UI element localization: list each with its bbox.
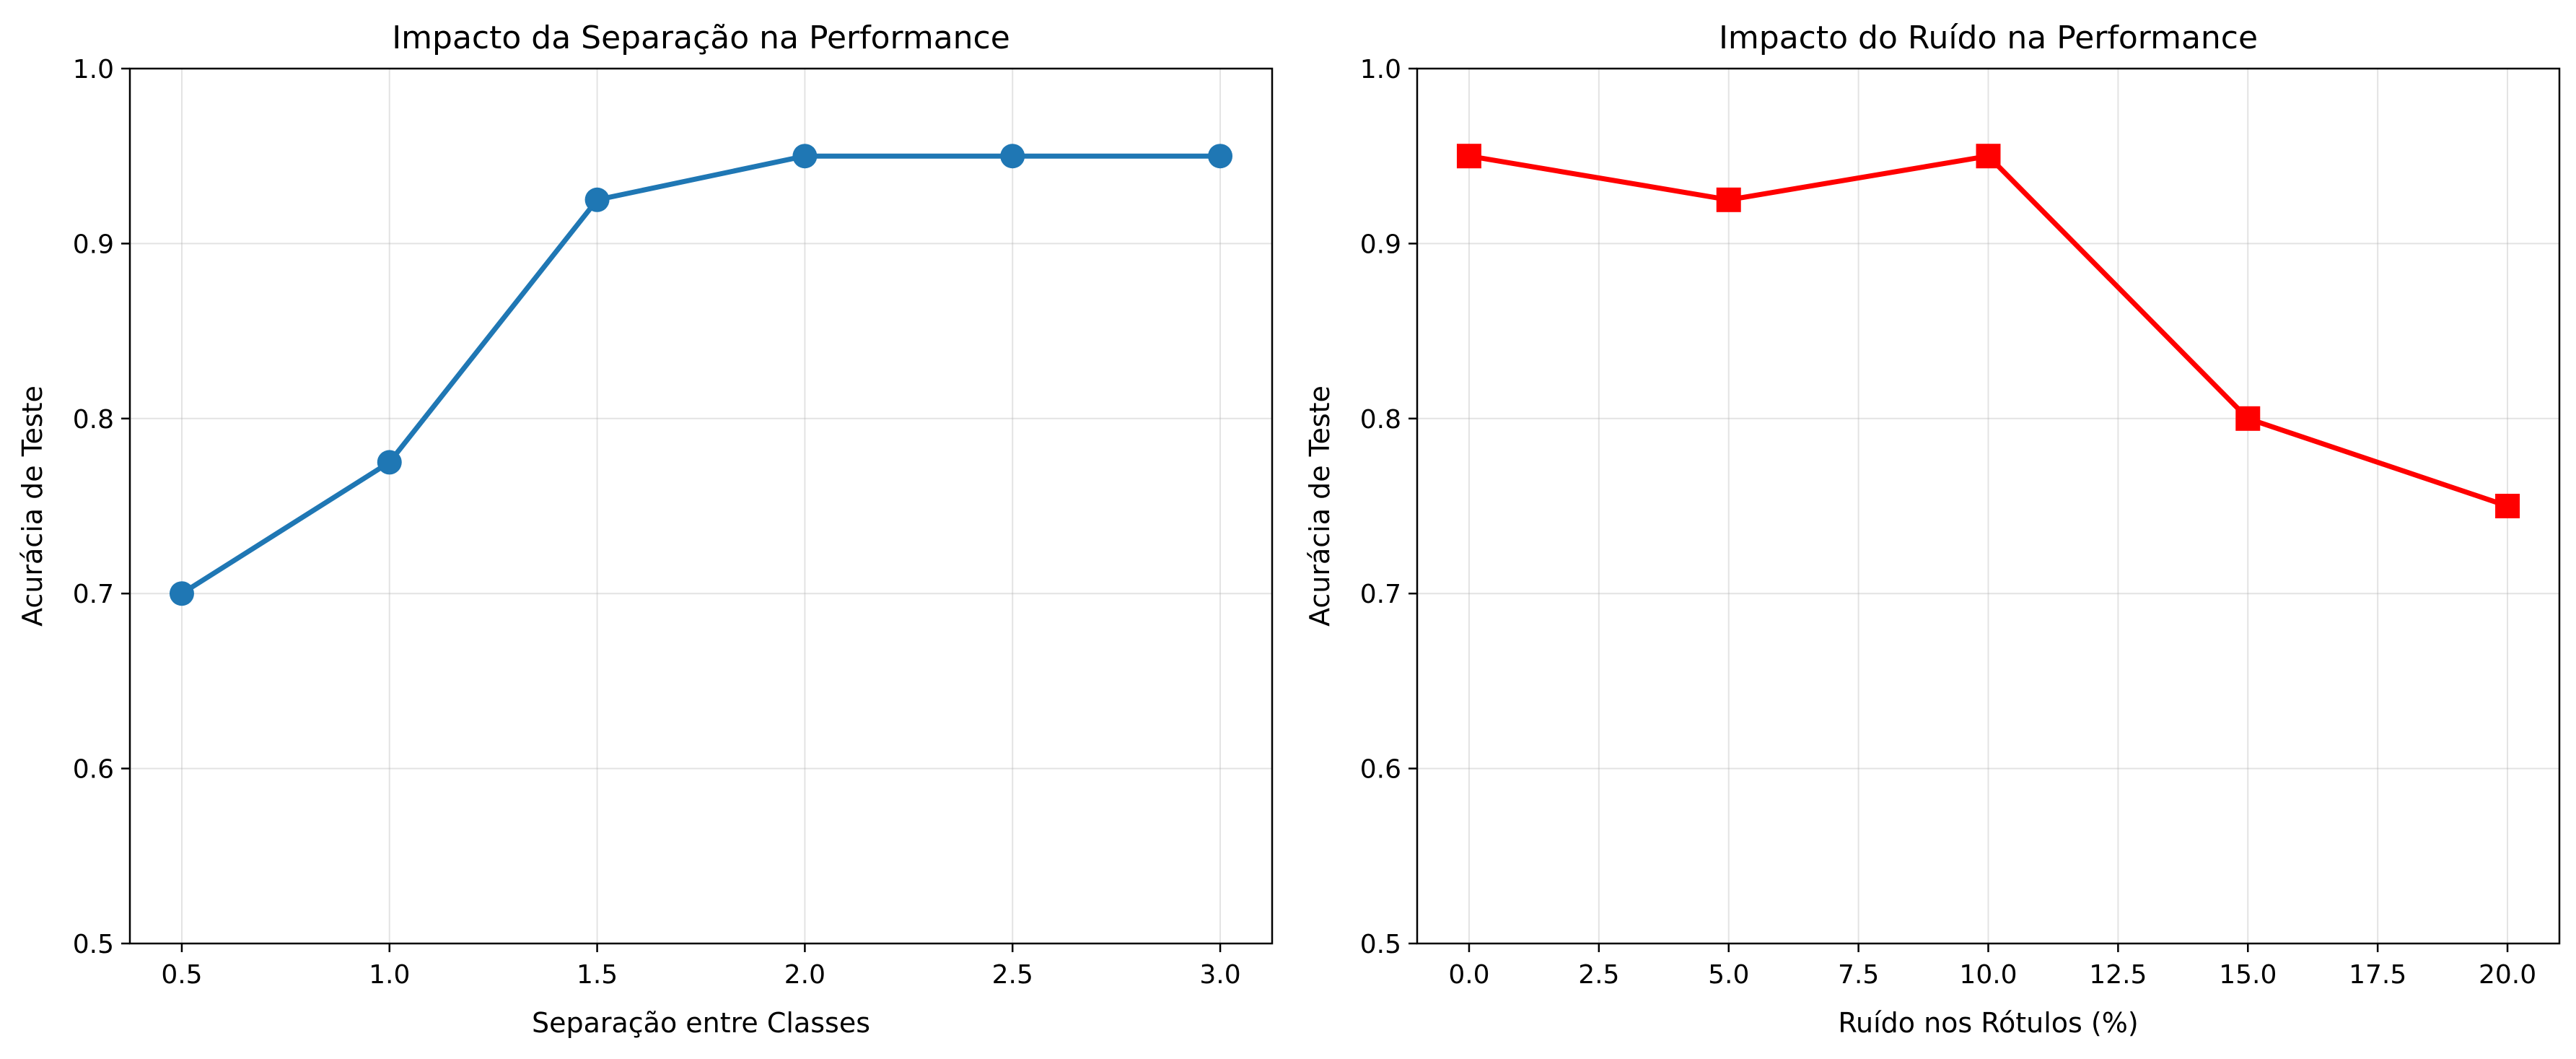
x-tick-label: 1.5 — [577, 960, 618, 990]
chart-title: Impacto do Ruído na Performance — [1719, 19, 2258, 56]
data-point — [2495, 494, 2520, 518]
plot-frame — [1416, 67, 2561, 945]
x-axis-label: Separação entre Classes — [532, 1007, 870, 1039]
plot-frame — [128, 67, 1274, 945]
data-point — [1456, 144, 1481, 169]
y-tick-label: 0.7 — [1360, 580, 1401, 609]
x-tick-label: 0.0 — [1448, 960, 1489, 990]
y-axis-label: Acurácia de Teste — [1304, 385, 1336, 627]
x-tick-label: 5.0 — [1708, 960, 1749, 990]
x-tick-label: 3.0 — [1199, 960, 1240, 990]
y-tick-label: 0.8 — [73, 405, 114, 435]
grid — [1417, 68, 2559, 944]
data-point — [1716, 187, 1741, 212]
x-tick-label: 15.0 — [2219, 960, 2277, 990]
data-point — [2235, 406, 2261, 431]
data-point — [377, 450, 402, 475]
data-point — [1000, 144, 1025, 169]
x-tick-label: 2.5 — [992, 960, 1033, 990]
y-tick-label: 1.0 — [73, 55, 114, 84]
data-point — [1976, 144, 2001, 169]
y-tick-label: 0.9 — [73, 230, 114, 259]
y-tick-label: 0.6 — [1360, 755, 1401, 785]
y-tick-label: 0.5 — [73, 930, 114, 959]
chart-noise-impact: Impacto do Ruído na Performance Ruído no… — [1304, 19, 2561, 1039]
x-tick-label: 12.5 — [2089, 960, 2147, 990]
y-tick-label: 0.5 — [1360, 930, 1401, 959]
x-tick-label: 1.0 — [369, 960, 410, 990]
y-tick-label: 1.0 — [1360, 55, 1401, 84]
y-tick-label: 0.8 — [1360, 405, 1401, 435]
x-tick-label: 10.0 — [1959, 960, 2017, 990]
grid — [130, 68, 1272, 944]
y-tick-label: 0.6 — [73, 755, 114, 785]
series-line — [180, 153, 1221, 596]
y-tick-label: 0.9 — [1360, 230, 1401, 259]
x-tick-label: 2.5 — [1578, 960, 1619, 990]
x-tick-label: 0.5 — [161, 960, 202, 990]
x-tick-label: 7.5 — [1838, 960, 1879, 990]
data-point — [1208, 144, 1233, 169]
data-point — [169, 581, 194, 606]
data-point — [792, 144, 818, 169]
x-tick-label: 17.5 — [2349, 960, 2406, 990]
x-axis-label: Ruído nos Rótulos (%) — [1838, 1007, 2138, 1039]
y-axis-label: Acurácia de Teste — [17, 385, 48, 627]
chart-title: Impacto da Separação na Performance — [392, 19, 1010, 56]
y-tick-label: 0.7 — [73, 580, 114, 609]
x-tick-label: 20.0 — [2479, 960, 2536, 990]
chart-separation-impact: Impacto da Separação na Performance Sepa… — [17, 19, 1274, 1039]
data-point — [584, 187, 610, 212]
x-tick-label: 2.0 — [784, 960, 825, 990]
